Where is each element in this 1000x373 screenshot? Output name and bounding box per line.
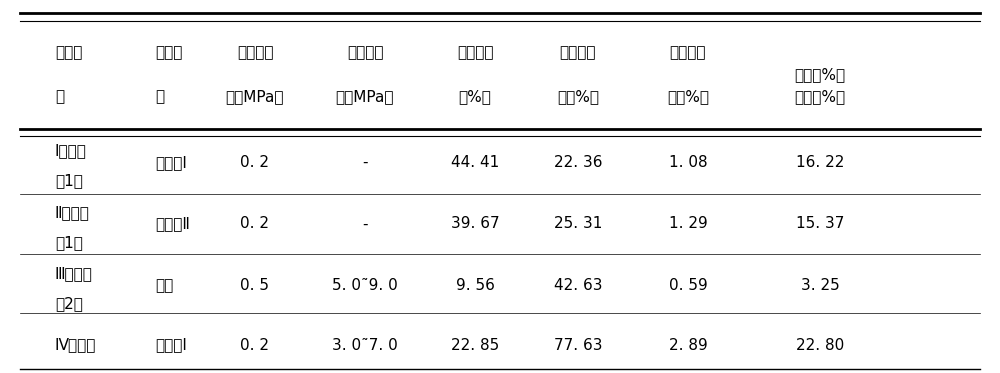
Text: 5. 0˜9. 0: 5. 0˜9. 0	[332, 278, 398, 293]
Text: 22. 80: 22. 80	[796, 338, 844, 352]
Text: 2. 89: 2. 89	[669, 338, 707, 352]
Text: 超滤膜后: 超滤膜后	[237, 45, 273, 60]
Text: 纳滤膜前: 纳滤膜前	[347, 45, 383, 60]
Text: 压（MPa）: 压（MPa）	[226, 90, 284, 104]
Text: 例1）: 例1）	[55, 235, 83, 250]
Text: 44. 41: 44. 41	[451, 155, 499, 170]
Text: 复合酶Ⅱ: 复合酶Ⅱ	[155, 216, 190, 231]
Text: （%）: （%）	[459, 90, 491, 104]
Text: 0. 2: 0. 2	[240, 216, 270, 231]
Text: 0. 2: 0. 2	[240, 338, 270, 352]
Text: 16. 22: 16. 22	[796, 155, 844, 170]
Text: 复合酶Ⅰ: 复合酶Ⅰ	[155, 155, 187, 170]
Text: 处理方: 处理方	[155, 45, 182, 60]
Text: 1. 29: 1. 29	[669, 216, 707, 231]
Text: 式: 式	[155, 90, 164, 104]
Text: Ⅱ（对比: Ⅱ（对比	[55, 205, 90, 220]
Text: 收率（%）: 收率（%）	[794, 90, 846, 104]
Text: 纳滤: 纳滤	[155, 278, 173, 293]
Text: 例1）: 例1）	[55, 173, 83, 188]
Text: 压（MPa）: 压（MPa）	[336, 90, 394, 104]
Text: 复合酶Ⅰ: 复合酶Ⅰ	[155, 338, 187, 352]
Text: 0. 59: 0. 59	[669, 278, 707, 293]
Text: 0. 2: 0. 2	[240, 155, 270, 170]
Text: 42. 63: 42. 63	[554, 278, 602, 293]
Text: 收率（%）: 收率（%）	[794, 67, 846, 82]
Text: 0. 5: 0. 5	[240, 278, 270, 293]
Text: 1. 08: 1. 08	[669, 155, 707, 170]
Text: 度（%）: 度（%）	[557, 90, 599, 104]
Text: 率（%）: 率（%）	[667, 90, 709, 104]
Text: 25. 31: 25. 31	[554, 216, 602, 231]
Text: 22. 85: 22. 85	[451, 338, 499, 352]
Text: 77. 63: 77. 63	[554, 338, 602, 352]
Text: 15. 37: 15. 37	[796, 216, 844, 231]
Text: 甜菜碱得: 甜菜碱得	[670, 45, 706, 60]
Text: 多糖得率: 多糖得率	[457, 45, 493, 60]
Text: Ⅰ（对比: Ⅰ（对比	[55, 144, 87, 159]
Text: -: -	[362, 216, 368, 231]
Text: 3. 25: 3. 25	[801, 278, 839, 293]
Text: 样品序: 样品序	[55, 45, 82, 60]
Text: 例2）: 例2）	[55, 297, 83, 311]
Text: 号: 号	[55, 90, 64, 104]
Text: 3. 0˜7. 0: 3. 0˜7. 0	[332, 338, 398, 352]
Text: 22. 36: 22. 36	[554, 155, 602, 170]
Text: 甜菜碱纯: 甜菜碱纯	[560, 45, 596, 60]
Text: 39. 67: 39. 67	[451, 216, 499, 231]
Text: -: -	[362, 155, 368, 170]
Text: Ⅲ（对比: Ⅲ（对比	[55, 267, 93, 282]
Text: Ⅳ（对比: Ⅳ（对比	[55, 338, 96, 352]
Text: 9. 56: 9. 56	[456, 278, 494, 293]
